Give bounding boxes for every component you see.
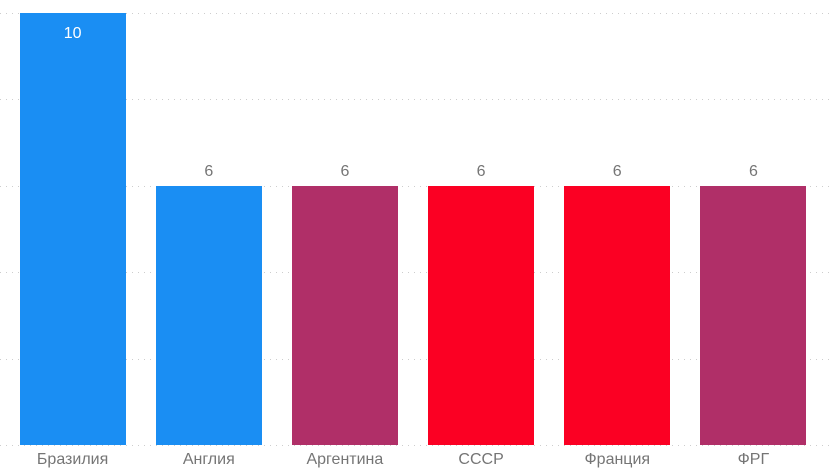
x-axis-label: Англия xyxy=(182,451,235,468)
bar-value-label: 6 xyxy=(748,162,758,180)
bar[interactable] xyxy=(564,185,671,445)
bar[interactable] xyxy=(291,185,398,445)
bar-value-label: 6 xyxy=(340,162,350,180)
bar-value-label: 6 xyxy=(204,162,214,180)
bar-value-label: 6 xyxy=(476,162,486,180)
x-axis-label: СССР xyxy=(458,451,504,468)
x-axis-label: Аргентина xyxy=(306,451,384,468)
gridline xyxy=(0,359,831,360)
bar-value-label: 10 xyxy=(63,25,82,42)
gridline xyxy=(0,272,831,273)
bar-value-label: 6 xyxy=(612,162,622,180)
bar[interactable] xyxy=(19,13,126,445)
bar[interactable] xyxy=(155,185,262,445)
x-axis-label: Бразилия xyxy=(36,451,109,468)
bar[interactable] xyxy=(428,185,535,445)
gridline xyxy=(0,445,831,446)
gridline xyxy=(0,13,831,14)
gridline xyxy=(0,186,831,187)
bar[interactable] xyxy=(700,185,807,445)
x-axis-label: ФРГ xyxy=(737,451,770,468)
gridline xyxy=(0,99,831,100)
x-axis-label: Франция xyxy=(584,451,651,468)
